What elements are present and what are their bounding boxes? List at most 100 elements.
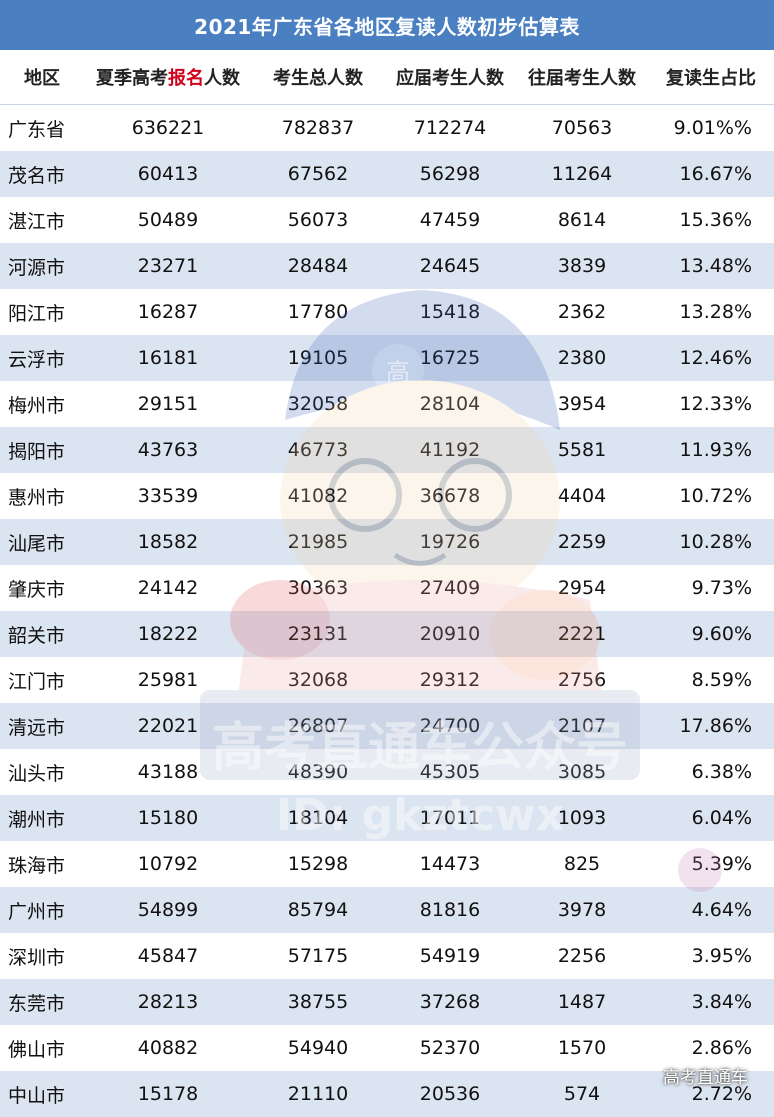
- cell-ratio: 13.28%: [648, 289, 774, 335]
- cell-region: 肇庆市: [0, 565, 84, 611]
- table-row: 江门市 25981 32068 29312 2756 8.59%: [0, 657, 774, 703]
- cell-repeat: 3954: [516, 381, 648, 427]
- cell-repeat: 8614: [516, 197, 648, 243]
- cell-registered: 43763: [84, 427, 252, 473]
- cell-region: 河源市: [0, 243, 84, 289]
- cell-region: 阳江市: [0, 289, 84, 335]
- cell-repeat: 3978: [516, 887, 648, 933]
- cell-ratio: 3.84%: [648, 979, 774, 1025]
- cell-registered: 15180: [84, 795, 252, 841]
- cell-repeat: 3839: [516, 243, 648, 289]
- cell-fresh: 45305: [384, 749, 516, 795]
- col-header-total: 考生总人数: [252, 50, 384, 105]
- col-header-ratio: 复读生占比: [648, 50, 774, 105]
- table-row: 茂名市 60413 67562 56298 11264 16.67%: [0, 151, 774, 197]
- data-table: 地区 夏季高考报名人数 考生总人数 应届考生人数 往届考生人数 复读生占比 广东…: [0, 50, 774, 1117]
- cell-registered: 16287: [84, 289, 252, 335]
- corner-watermark: 高考直通车: [663, 1068, 748, 1088]
- col-header-registered-prefix: 夏季高考: [96, 68, 168, 89]
- cell-total: 56073: [252, 197, 384, 243]
- table-row: 清远市 22021 26807 24700 2107 17.86%: [0, 703, 774, 749]
- cell-ratio: 9.60%: [648, 611, 774, 657]
- cell-ratio: 11.93%: [648, 427, 774, 473]
- cell-total: 54940: [252, 1025, 384, 1071]
- cell-fresh: 28104: [384, 381, 516, 427]
- table-row: 梅州市 29151 32058 28104 3954 12.33%: [0, 381, 774, 427]
- cell-region: 揭阳市: [0, 427, 84, 473]
- cell-total: 26807: [252, 703, 384, 749]
- cell-total: 46773: [252, 427, 384, 473]
- cell-region: 东莞市: [0, 979, 84, 1025]
- cell-ratio: 5.39%: [648, 841, 774, 887]
- cell-repeat: 2256: [516, 933, 648, 979]
- table-row: 深圳市 45847 57175 54919 2256 3.95%: [0, 933, 774, 979]
- cell-fresh: 41192: [384, 427, 516, 473]
- cell-repeat: 1570: [516, 1025, 648, 1071]
- cell-fresh: 19726: [384, 519, 516, 565]
- cell-total: 23131: [252, 611, 384, 657]
- cell-region: 广州市: [0, 887, 84, 933]
- cell-repeat: 1093: [516, 795, 648, 841]
- cell-fresh: 56298: [384, 151, 516, 197]
- table-row: 潮州市 15180 18104 17011 1093 6.04%: [0, 795, 774, 841]
- cell-fresh: 20536: [384, 1071, 516, 1117]
- table-title: 2021年广东省各地区复读人数初步估算表: [0, 0, 774, 50]
- cell-total: 15298: [252, 841, 384, 887]
- cell-fresh: 81816: [384, 887, 516, 933]
- col-header-repeat: 往届考生人数: [516, 50, 648, 105]
- cell-registered: 54899: [84, 887, 252, 933]
- cell-repeat: 2380: [516, 335, 648, 381]
- cell-registered: 29151: [84, 381, 252, 427]
- col-header-registered: 夏季高考报名人数: [84, 50, 252, 105]
- cell-fresh: 16725: [384, 335, 516, 381]
- cell-registered: 40882: [84, 1025, 252, 1071]
- cell-registered: 24142: [84, 565, 252, 611]
- cell-repeat: 2107: [516, 703, 648, 749]
- cell-registered: 18222: [84, 611, 252, 657]
- cell-registered: 10792: [84, 841, 252, 887]
- table-row: 东莞市 28213 38755 37268 1487 3.84%: [0, 979, 774, 1025]
- col-header-region: 地区: [0, 50, 84, 105]
- cell-repeat: 2362: [516, 289, 648, 335]
- table-row: 河源市 23271 28484 24645 3839 13.48%: [0, 243, 774, 289]
- cell-fresh: 15418: [384, 289, 516, 335]
- table-row: 揭阳市 43763 46773 41192 5581 11.93%: [0, 427, 774, 473]
- cell-repeat: 2954: [516, 565, 648, 611]
- cell-repeat: 11264: [516, 151, 648, 197]
- cell-region: 深圳市: [0, 933, 84, 979]
- cell-total: 32058: [252, 381, 384, 427]
- cell-fresh: 14473: [384, 841, 516, 887]
- cell-registered: 16181: [84, 335, 252, 381]
- cell-fresh: 54919: [384, 933, 516, 979]
- table-row: 阳江市 16287 17780 15418 2362 13.28%: [0, 289, 774, 335]
- cell-ratio: 6.04%: [648, 795, 774, 841]
- cell-region: 广东省: [0, 104, 84, 151]
- cell-registered: 23271: [84, 243, 252, 289]
- col-header-registered-highlight: 报名: [168, 68, 204, 89]
- cell-repeat: 4404: [516, 473, 648, 519]
- cell-repeat: 825: [516, 841, 648, 887]
- cell-total: 19105: [252, 335, 384, 381]
- cell-registered: 636221: [84, 104, 252, 151]
- cell-total: 48390: [252, 749, 384, 795]
- cell-region: 韶关市: [0, 611, 84, 657]
- cell-registered: 33539: [84, 473, 252, 519]
- cell-ratio: 2.72%: [648, 1071, 774, 1117]
- cell-total: 38755: [252, 979, 384, 1025]
- col-header-registered-suffix: 人数: [204, 68, 240, 89]
- cell-fresh: 24645: [384, 243, 516, 289]
- cell-total: 67562: [252, 151, 384, 197]
- cell-region: 梅州市: [0, 381, 84, 427]
- cell-repeat: 70563: [516, 104, 648, 151]
- cell-total: 32068: [252, 657, 384, 703]
- cell-total: 30363: [252, 565, 384, 611]
- cell-ratio: 17.86%: [648, 703, 774, 749]
- table-row: 韶关市 18222 23131 20910 2221 9.60%: [0, 611, 774, 657]
- cell-fresh: 29312: [384, 657, 516, 703]
- cell-total: 28484: [252, 243, 384, 289]
- cell-region: 珠海市: [0, 841, 84, 887]
- cell-ratio: 4.64%: [648, 887, 774, 933]
- cell-ratio: 8.59%: [648, 657, 774, 703]
- col-header-fresh: 应届考生人数: [384, 50, 516, 105]
- cell-registered: 28213: [84, 979, 252, 1025]
